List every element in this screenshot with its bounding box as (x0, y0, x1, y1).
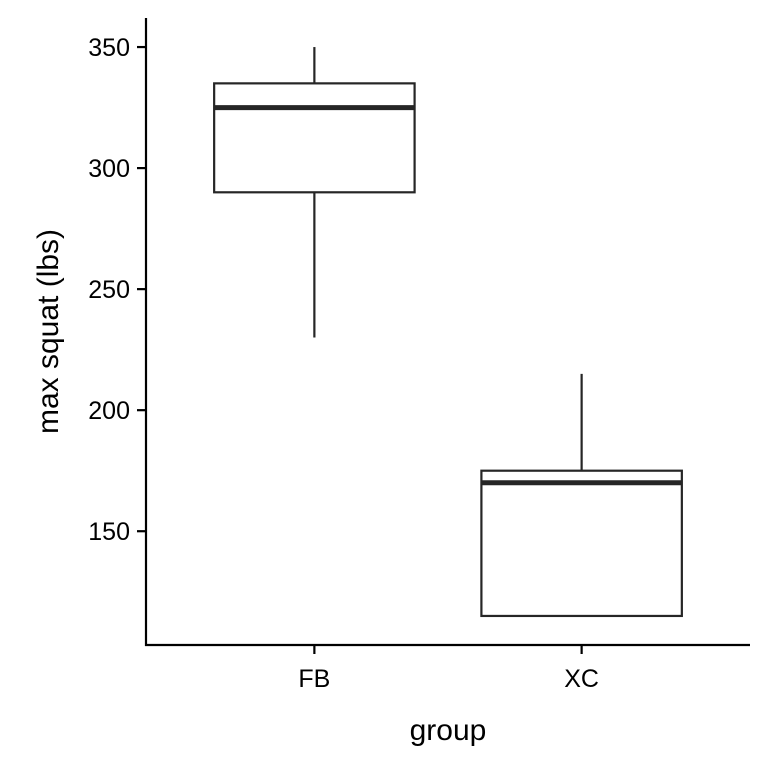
y-tick-label: 150 (88, 518, 130, 546)
x-tick-label: FB (298, 665, 330, 693)
y-tick-label: 300 (88, 155, 130, 183)
iqr-box (213, 82, 416, 194)
y-tick-label: 350 (88, 34, 130, 62)
plot-area (213, 47, 683, 618)
x-axis-title: group (410, 714, 487, 747)
y-axis: 150 200 250 300 350 (88, 34, 146, 546)
x-tick-label: XC (564, 665, 599, 693)
y-tick-label: 200 (88, 397, 130, 425)
box-xc (480, 373, 683, 618)
x-axis: FB XC (298, 645, 599, 693)
box-fb (213, 47, 416, 338)
y-axis-title: max squat (lbs) (32, 229, 65, 434)
y-tick-label: 250 (88, 276, 130, 304)
iqr-box (480, 469, 683, 618)
